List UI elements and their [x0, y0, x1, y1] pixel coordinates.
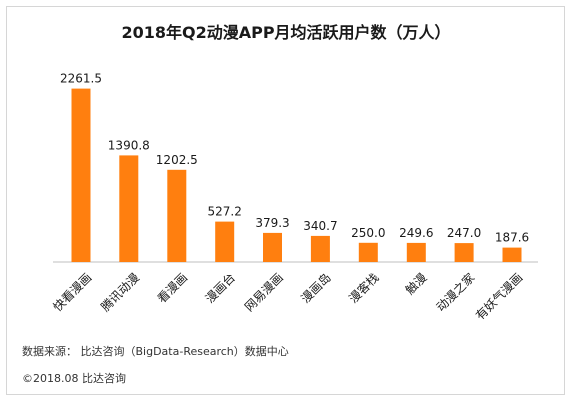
value-label-1: 2261.5 [60, 72, 102, 86]
category-label-1: 快看漫画 [50, 270, 94, 314]
bar-9 [454, 243, 474, 262]
value-label-6: 340.7 [303, 219, 337, 233]
value-label-8: 249.6 [399, 226, 433, 240]
chart-frame [6, 6, 565, 395]
value-label-7: 250.0 [351, 226, 385, 240]
value-label-10: 187.6 [495, 231, 529, 245]
bar-2 [119, 155, 139, 262]
value-label-5: 379.3 [255, 216, 289, 230]
copyright-note: ©2018.08 比达咨询 [22, 372, 126, 385]
data-source-note: 数据来源： 比达咨询（BigData-Research）数据中心 [22, 345, 289, 358]
bar-10 [502, 247, 522, 262]
category-label-6: 漫画岛 [298, 270, 334, 306]
bar-4 [215, 221, 235, 262]
category-label-2: 腾讯动漫 [98, 270, 143, 315]
value-label-9: 247.0 [447, 226, 481, 240]
bar-8 [406, 242, 426, 262]
value-label-4: 527.2 [208, 205, 242, 219]
category-label-7: 漫客栈 [346, 270, 382, 306]
category-label-5: 网易漫画 [242, 270, 286, 314]
category-label-10: 有妖气漫画 [472, 270, 525, 323]
category-label-8: 触漫 [403, 270, 430, 297]
bar-6 [310, 235, 330, 262]
bar-5 [263, 232, 282, 262]
chart-title: 2018年Q2动漫APP月均活跃用户数（万人） [121, 23, 451, 42]
bar-7 [358, 242, 378, 262]
value-label-2: 1390.8 [108, 138, 150, 152]
category-label-4: 漫画台 [202, 270, 238, 306]
bar-1 [71, 88, 91, 262]
category-label-9: 动漫之家 [433, 270, 478, 315]
category-label-3: 看漫画 [155, 270, 190, 305]
bar-3 [167, 169, 187, 262]
value-label-3: 1202.5 [156, 153, 198, 167]
